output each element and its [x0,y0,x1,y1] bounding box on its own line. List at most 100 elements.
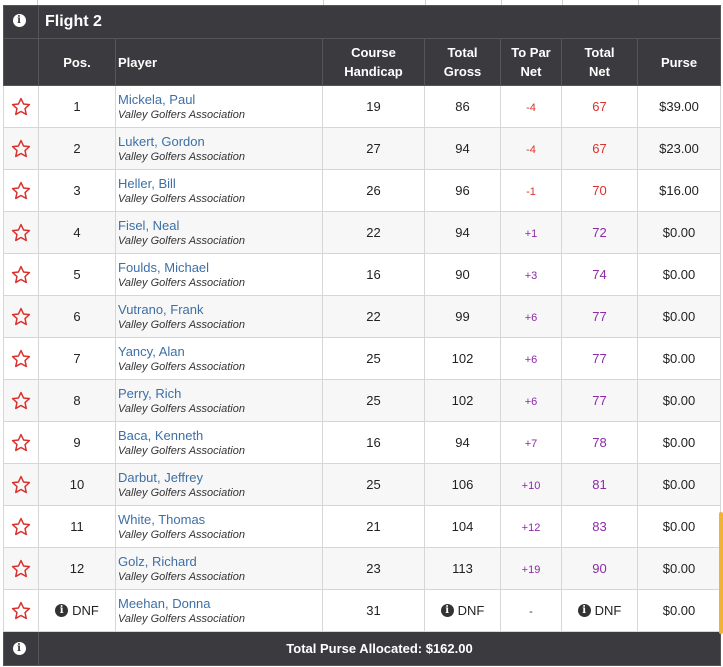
player-name-link[interactable]: Mickela, Paul [118,92,196,107]
info-icon[interactable]: i [12,14,26,28]
info-icon[interactable]: i [440,604,454,618]
course-handicap-cell: 25 [322,337,425,380]
to-par-net-cell: +6 [500,337,562,380]
pos-cell: 12 [38,547,116,590]
course-handicap-header[interactable]: Course Handicap [322,38,425,86]
star-outline-icon[interactable] [10,265,32,283]
total-gross-cell: 94 [424,211,501,254]
total-gross-value: 94 [455,435,470,450]
player-name-link[interactable]: Foulds, Michael [118,260,210,275]
favorite-cell[interactable] [3,211,39,254]
star-outline-icon[interactable] [10,307,32,325]
total-net-header[interactable]: Total Net [561,38,638,86]
pos-header[interactable]: Pos. [38,38,116,86]
table-row[interactable]: 2 Lukert, Gordon Valley Golfers Associatio… [3,127,722,170]
purse-cell: $16.00 [636,169,722,212]
favorite-cell[interactable] [3,589,39,632]
total-net-value: 67 [592,141,607,156]
total-net-cell: 90 [561,547,638,590]
to-par-net-cell: -4 [500,85,562,128]
player-cell: Darbut, Jeffrey Valley Golfers Associatio… [115,463,323,506]
player-name-link[interactable]: Darbut, Jeffrey [118,470,204,485]
star-outline-icon[interactable] [10,97,32,115]
player-association: Valley Golfers Association [118,403,245,415]
favorite-cell[interactable] [3,421,39,464]
favorite-cell[interactable] [3,547,39,590]
pos-value: 12 [69,561,85,576]
total-net-cell: 74 [561,253,638,296]
player-name-link[interactable]: Baca, Kenneth [118,428,204,443]
table-row[interactable]: 1 Mickela, Paul Valley Golfers Association… [3,85,722,128]
star-outline-icon[interactable] [10,349,32,367]
player-name-link[interactable]: Lukert, Gordon [118,134,205,149]
course-handicap-cell: 25 [322,379,425,422]
to-par-net-value: +6 [524,354,538,366]
player-association: Valley Golfers Association [118,193,245,205]
player-name-link[interactable]: Perry, Rich [118,386,182,401]
star-outline-icon[interactable] [10,139,32,157]
total-net-value: 70 [592,183,607,198]
table-row[interactable]: 7 Yancy, Alan Valley Golfers Association 25… [3,337,722,380]
star-outline-icon[interactable] [10,181,32,199]
player-name-link[interactable]: Golz, Richard [118,554,197,569]
footer-info-cell[interactable]: i [3,631,39,666]
to-par-net-header[interactable]: To Par Net [500,38,562,86]
player-name-link[interactable]: Yancy, Alan [118,344,185,359]
player-name-link[interactable]: Meehan, Donna [118,596,211,611]
table-row[interactable]: 12 Golz, Richard Valley Golfers Associatio… [3,547,722,590]
total-net-value: 74 [592,267,607,282]
star-outline-icon[interactable] [10,391,32,409]
scrollbar-indicator[interactable] [719,512,723,634]
total-gross-cell: 94 [424,421,501,464]
star-outline-icon[interactable] [10,475,32,493]
table-row[interactable]: 10 Darbut, Jeffrey Valley Golfers Associat… [3,463,722,506]
to-par-net-value: -4 [526,102,536,114]
player-name-link[interactable]: Fisel, Neal [118,218,180,233]
info-icon[interactable]: i [577,604,591,618]
player-name-link[interactable]: Vutrano, Frank [118,302,204,317]
total-net-cell: 67 [561,85,638,128]
table-row[interactable]: 11 White, Thomas Valley Golfers Associatio… [3,505,722,548]
table-row[interactable]: 3 Heller, Bill Valley Golfers Association 2… [3,169,722,212]
total-net-value: 67 [592,99,607,114]
favorite-cell[interactable] [3,379,39,422]
favorite-cell[interactable] [3,337,39,380]
player-name-link[interactable]: White, Thomas [118,512,206,527]
player-header[interactable]: Player [115,38,323,86]
flight-info-cell[interactable]: i [3,5,39,39]
table-row[interactable]: 5 Foulds, Michael Valley Golfers Associati… [3,253,722,296]
info-icon[interactable]: i [55,604,69,618]
star-outline-icon[interactable] [10,601,32,619]
total-net-cell: 81 [561,463,638,506]
table-row[interactable]: 9 Baca, Kenneth Valley Golfers Association… [3,421,722,464]
star-outline-icon[interactable] [10,223,32,241]
star-outline-icon[interactable] [10,433,32,451]
course-handicap-cell: 16 [322,253,425,296]
favorite-cell[interactable] [3,253,39,296]
player-cell: Meehan, Donna Valley Golfers Association [115,589,323,632]
table-row[interactable]: 4 Fisel, Neal Valley Golfers Association 22… [3,211,722,254]
player-association: Valley Golfers Association [118,319,245,331]
favorite-cell[interactable] [3,295,39,338]
favorite-cell[interactable] [3,169,39,212]
to-par-net-value: +6 [524,396,538,408]
player-name-link[interactable]: Heller, Bill [118,176,176,191]
total-gross-value: 104 [451,519,474,534]
favorite-cell[interactable] [3,463,39,506]
table-row[interactable]: i DNF Meehan, Donna Valley Golfers Associat… [3,589,722,632]
table-row[interactable]: 6 Vutrano, Frank Valley Golfers Associatio… [3,295,722,338]
info-icon[interactable]: i [12,642,26,656]
player-association: Valley Golfers Association [118,361,245,373]
to-par-net-cell: +3 [500,253,562,296]
purse-header[interactable]: Purse [636,38,722,86]
favorite-cell[interactable] [3,127,39,170]
star-outline-icon[interactable] [10,517,32,535]
favorite-cell[interactable] [3,505,39,548]
total-gross-header[interactable]: Total Gross [424,38,501,86]
purse-cell: $0.00 [636,505,722,548]
table-row[interactable]: 8 Perry, Rich Valley Golfers Association 25… [3,379,722,422]
star-outline-icon[interactable] [10,559,32,577]
to-par-net-value: +3 [524,270,538,282]
favorite-cell[interactable] [3,85,39,128]
purse-cell: $0.00 [636,421,722,464]
